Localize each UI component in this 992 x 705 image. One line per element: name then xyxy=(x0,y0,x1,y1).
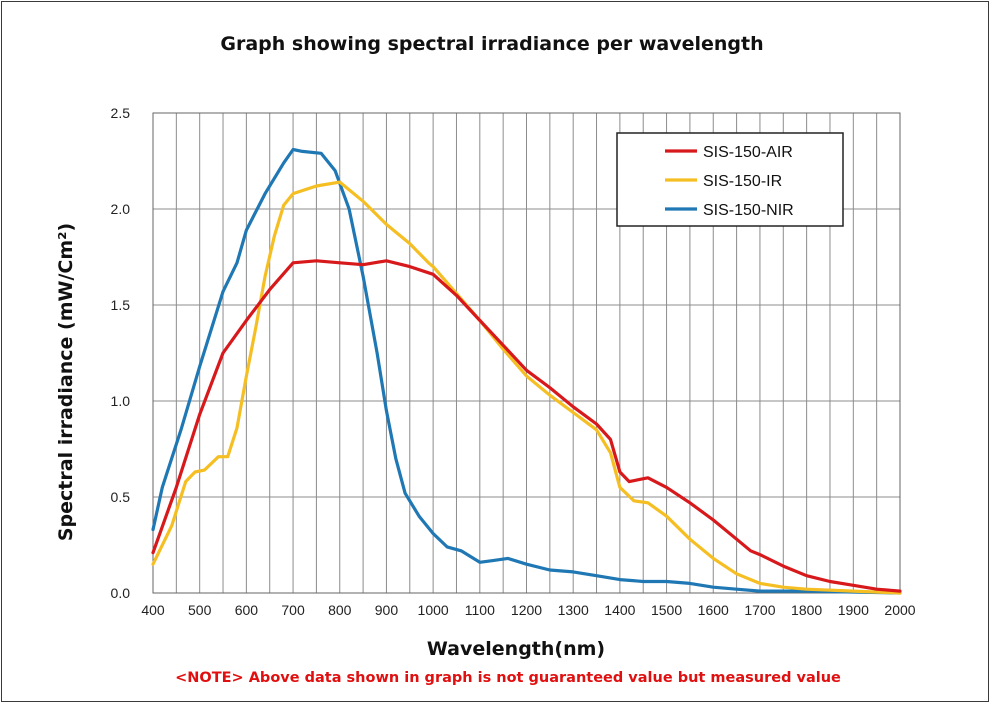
x-tick-label: 1800 xyxy=(791,602,822,618)
plot-area-border xyxy=(152,112,901,594)
x-tick-label: 1200 xyxy=(511,602,542,618)
legend-box xyxy=(616,132,844,227)
x-tick-label: 1900 xyxy=(838,602,869,618)
x-tick-label: 800 xyxy=(328,602,352,618)
y-tick-label: 2.0 xyxy=(111,201,131,217)
y-tick-label: 1.5 xyxy=(111,297,131,313)
x-tick-label: 400 xyxy=(141,602,165,618)
series-line-sis-150-ir xyxy=(151,180,902,595)
measurement-note: <NOTE> Above data shown in graph is not … xyxy=(175,670,841,686)
y-tick-label: 2.5 xyxy=(111,105,131,121)
x-tick-label: 900 xyxy=(375,602,399,618)
x-tick-label: 500 xyxy=(188,602,212,618)
y-tick-label: 0.5 xyxy=(111,489,131,505)
chart-title: Graph showing spectral irradiance per wa… xyxy=(220,33,763,55)
x-tick-label: 1500 xyxy=(651,602,682,618)
legend-label: SIS-150-NIR xyxy=(703,202,794,219)
y-tick-labels: 0.0 0.5 1.0 1.5 2.0 2.5 xyxy=(111,105,131,601)
x-tick-label: 2000 xyxy=(884,602,915,618)
x-tick-label: 1100 xyxy=(465,602,495,618)
legend-label: SIS-150-AIR xyxy=(703,144,793,161)
legend: SIS-150-AIR SIS-150-IR SIS-150-NIR xyxy=(616,132,844,227)
y-axis-label: Spectral irradiance (mW/Cm²) xyxy=(55,223,77,541)
x-tick-labels: 400 500 600 700 800 900 1000 1100 1200 1300 1400 15… xyxy=(141,602,915,618)
series-lines xyxy=(151,147,902,595)
x-tick-label: 1300 xyxy=(558,602,589,618)
x-tick-label: 600 xyxy=(235,602,259,618)
series-line-sis-150-nir xyxy=(151,147,902,595)
y-tick-label: 1.0 xyxy=(111,393,131,409)
x-tick-label: 1400 xyxy=(604,602,635,618)
x-tick-label: 700 xyxy=(281,602,305,618)
x-tick-label: 1700 xyxy=(744,602,775,618)
x-tick-label: 1600 xyxy=(698,602,729,618)
x-tick-label: 1000 xyxy=(418,602,449,618)
y-tick-label: 0.0 xyxy=(111,585,131,601)
x-axis-label: Wavelength(nm) xyxy=(427,638,605,660)
series-line-sis-150-air xyxy=(151,259,902,593)
legend-label: SIS-150-IR xyxy=(703,173,782,190)
